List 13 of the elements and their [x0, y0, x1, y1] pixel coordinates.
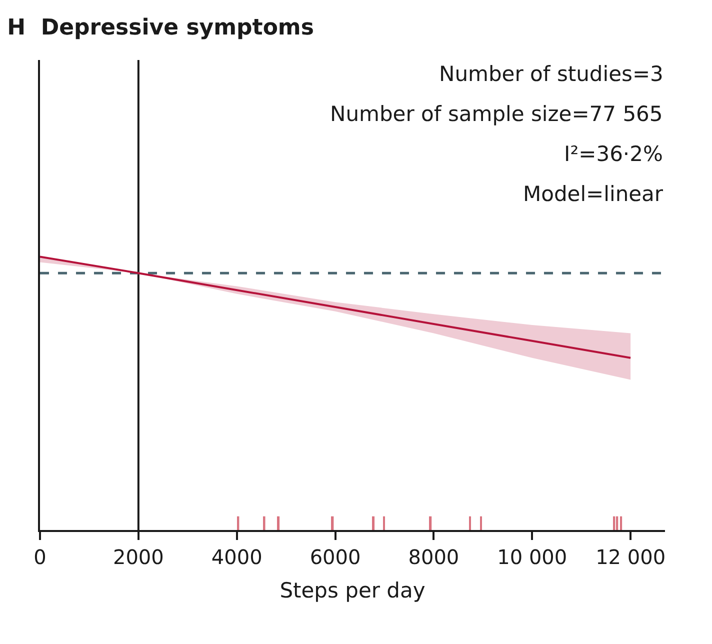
x-tick-label: 12 000 — [596, 545, 666, 569]
x-tick-label: 8000 — [408, 545, 460, 569]
text: Model=linear — [523, 182, 664, 206]
x-tick-label: 4000 — [211, 545, 262, 569]
text: Number of studies=3 — [439, 62, 664, 86]
x-tick-label: 0 — [34, 545, 46, 569]
chart-title: H Depressive symptoms — [7, 16, 314, 41]
x-tick-label: 10 000 — [497, 545, 568, 569]
text: I²=36·2% — [564, 142, 663, 166]
x-axis-title: Steps per day — [280, 578, 426, 603]
x-tick-label: 6000 — [310, 545, 361, 569]
x-tick-label: 2000 — [112, 545, 164, 569]
text: Number of sample size=77 565 — [330, 102, 663, 126]
